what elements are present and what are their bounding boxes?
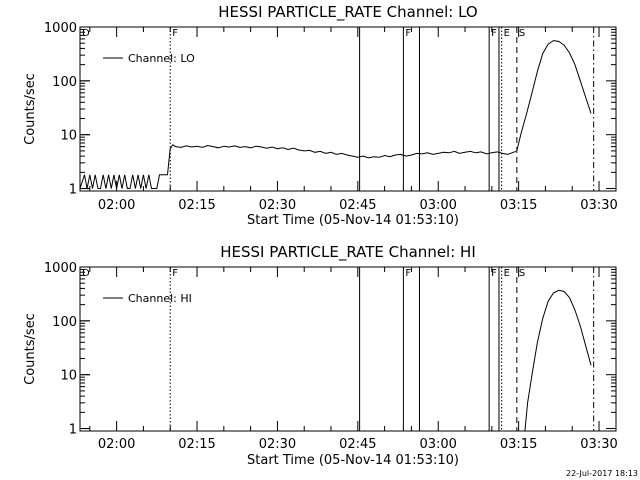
x-tick-label: 02:30 [259,437,296,452]
series-line [516,40,592,152]
x-tick-label: 03:00 [419,198,456,213]
legend-entry: Channel: LO [128,52,195,65]
y-tick-label: 100 [52,75,77,90]
x-axis-label: Start Time (05-Nov-14 01:53:10) [247,453,459,468]
event-marker-label: E [504,28,510,39]
legend-entry: Channel: HI [128,292,192,305]
event-marker-label: F [172,28,178,39]
footer-timestamp: 22-Jul-2017 18:13 [566,469,638,478]
x-axis-label: Start Time (05-Nov-14 01:53:10) [247,213,459,228]
x-tick-label: 02:15 [178,198,215,213]
series-line [79,144,517,189]
event-marker-label: F [405,28,411,39]
y-tick-label: 10 [60,369,77,384]
chart-panel-lo: HESSI PARTICLE_RATE Channel: LO 1 10 100 100… [23,3,618,228]
x-tick-label: 03:30 [580,198,617,213]
event-marker-label: F [405,268,411,279]
x-tick-label: 02:15 [178,437,215,452]
event-marker-label: E [504,268,510,279]
y-tick-label: 1 [69,423,77,438]
chart-title: HESSI PARTICLE_RATE Channel: LO [218,3,477,22]
x-tick-label: 02:45 [339,198,376,213]
y-tick-label: 100 [52,315,77,330]
x-tick-label: 02:30 [259,198,296,213]
y-tick-label: 1000 [44,21,77,36]
x-tick-label: 03:15 [500,198,537,213]
x-tick-label: 03:30 [580,437,617,452]
y-axis-label: Counts/sec [23,73,38,145]
y-tick-label: 1 [69,183,77,198]
event-marker-label: D [82,268,90,279]
chart-panel-hi: HESSI PARTICLE_RATE Channel: HI 1 10 100 100… [23,243,618,468]
event-marker-label: D [82,28,90,39]
event-marker-label: S [519,268,525,279]
x-tick-label: 02:00 [98,198,135,213]
y-tick-label: 1000 [44,261,77,276]
event-marker-label: F [491,268,497,279]
series-line [524,289,592,432]
x-tick-label: 03:15 [500,437,537,452]
chart-title: HESSI PARTICLE_RATE Channel: HI [220,243,476,262]
event-marker-label: S [519,28,525,39]
event-marker-label: F [491,28,497,39]
y-tick-label: 10 [60,129,77,144]
event-marker-label: F [172,268,178,279]
x-tick-label: 02:45 [339,437,376,452]
y-axis-label: Counts/sec [23,313,38,385]
x-tick-label: 02:00 [98,437,135,452]
x-tick-label: 03:00 [419,437,456,452]
